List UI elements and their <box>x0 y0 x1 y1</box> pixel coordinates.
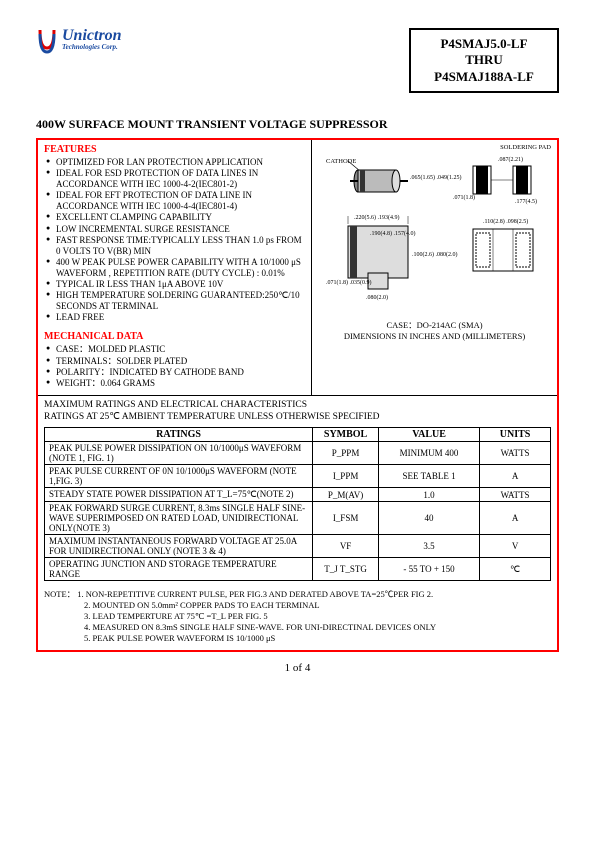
ratings-title-2: RATINGS AT 25℃ AMBIENT TEMPERATURE UNLES… <box>44 412 551 423</box>
ratings-title-1: MAXIMUM RATINGS AND ELECTRICAL CHARACTER… <box>44 400 551 411</box>
part-line-1: P4SMAJ5.0-LF <box>423 36 545 52</box>
feature-item: LEAD FREE <box>46 312 305 323</box>
logo-sub: Technologies Corp. <box>62 44 122 51</box>
feature-item: IDEAL FOR ESD PROTECTION OF DATA LINES I… <box>46 168 305 190</box>
ratings-table: RATINGS SYMBOL VALUE UNITS PEAK PULSE PO… <box>44 427 551 581</box>
col-symbol: SYMBOL <box>313 428 379 442</box>
feature-item: HIGH TEMPERATURE SOLDERING GUARANTEED:25… <box>46 290 305 312</box>
company-logo: Unictron Technologies Corp. <box>36 28 122 56</box>
features-panel: FEATURES OPTIMIZED FOR LAN PROTECTION AP… <box>38 140 312 396</box>
col-value: VALUE <box>378 428 479 442</box>
table-row: OPERATING JUNCTION AND STORAGE TEMPERATU… <box>45 558 551 581</box>
note-item: 1. NON-REPETITIVE CURRENT PULSE, PER FIG… <box>77 589 433 599</box>
case-label: CASE：DO-214AC (SMA) <box>318 319 551 331</box>
svg-text:.087(2.21): .087(2.21) <box>498 156 523 163</box>
ratings-section: MAXIMUM RATINGS AND ELECTRICAL CHARACTER… <box>38 395 557 587</box>
table-row: PEAK FORWARD SURGE CURRENT, 8.3ms SINGLE… <box>45 502 551 535</box>
mechanical-list: CASE：MOLDED PLASTIC TERMINALS：SOLDER PLA… <box>44 344 305 389</box>
feature-item: 400 W PEAK PULSE POWER CAPABILITY WITH A… <box>46 257 305 279</box>
diagram-panel: SOLDERING PAD CATHODE .065(1.65) .049(1.… <box>312 140 557 396</box>
package-diagram-icon: CATHODE .065(1.65) .049(1.25) .087(2.21) <box>318 151 548 311</box>
svg-text:.071(1.8): .071(1.8) <box>453 194 475 201</box>
feature-item: LOW INCREMENTAL SURGE RESISTANCE <box>46 224 305 235</box>
svg-text:.071(1.8) .035(0.9): .071(1.8) .035(0.9) <box>326 279 372 286</box>
dim-units-label: DIMENSIONS IN INCHES AND (MILLIMETERS) <box>318 331 551 341</box>
feature-item: OPTIMIZED FOR LAN PROTECTION APPLICATION <box>46 157 305 168</box>
soldering-pad-label: SOLDERING PAD <box>318 144 551 151</box>
feature-item: TYPICAL IR LESS THAN 1μA ABOVE 10V <box>46 279 305 290</box>
part-number-box: P4SMAJ5.0-LF THRU P4SMAJ188A-LF <box>409 28 559 93</box>
mech-item: POLARITY：INDICATED BY CATHODE BAND <box>46 367 305 378</box>
col-units: UNITS <box>480 428 551 442</box>
svg-text:.177(4.5): .177(4.5) <box>515 198 537 205</box>
part-line-2: THRU <box>423 52 545 68</box>
notes-label: NOTE： <box>44 589 75 599</box>
feature-item: EXCELLENT CLAMPING CAPABILITY <box>46 212 305 223</box>
logo-mark-icon <box>36 28 58 56</box>
svg-text:.080(2.0): .080(2.0) <box>366 294 388 301</box>
mech-item: WEIGHT：0.064 GRAMS <box>46 378 305 389</box>
logo-brand: Unictron <box>62 28 122 44</box>
notes-section: NOTE： 1. NON-REPETITIVE CURRENT PULSE, P… <box>38 587 557 650</box>
svg-text:.100(2.6) .080(2.0): .100(2.6) .080(2.0) <box>412 251 458 258</box>
note-item: 5. PEAK PULSE POWER WAVEFORM IS 10/1000 … <box>44 633 551 644</box>
note-item: 4. MEASURED ON 8.3mS SINGLE HALF SINE-WA… <box>44 622 551 633</box>
features-heading: FEATURES <box>44 144 305 155</box>
mech-item: TERMINALS：SOLDER PLATED <box>46 356 305 367</box>
page-title: 400W SURFACE MOUNT TRANSIENT VOLTAGE SUP… <box>36 117 559 132</box>
table-row: STEADY STATE POWER DISSIPATION AT T_L=75… <box>45 488 551 502</box>
mechanical-heading: MECHANICAL DATA <box>44 331 305 342</box>
svg-text:.065(1.65) .049(1.25): .065(1.65) .049(1.25) <box>410 174 462 181</box>
svg-text:.220(5.6) .193(4.9): .220(5.6) .193(4.9) <box>354 214 400 221</box>
svg-text:.110(2.8) .098(2.5): .110(2.8) .098(2.5) <box>483 218 528 225</box>
mech-item: CASE：MOLDED PLASTIC <box>46 344 305 355</box>
table-row: PEAK PULSE POWER DISSIPATION ON 10/1000μ… <box>45 442 551 465</box>
note-item: 3. LEAD TEMPERTURE AT 75℃ =T_L PER FIG. … <box>44 611 551 622</box>
part-line-3: P4SMAJ188A-LF <box>423 69 545 85</box>
table-row: PEAK PULSE CURRENT OF 0N 10/1000μS WAVEF… <box>45 465 551 488</box>
col-ratings: RATINGS <box>45 428 313 442</box>
features-list: OPTIMIZED FOR LAN PROTECTION APPLICATION… <box>44 157 305 323</box>
note-item: 2. MOUNTED ON 5.0mm² COPPER PADS TO EACH… <box>44 600 551 611</box>
feature-item: IDEAL FOR EFT PROTECTION OF DATA LINE IN… <box>46 190 305 212</box>
svg-text:.190(4.8) .157(4.0): .190(4.8) .157(4.0) <box>370 230 416 237</box>
page-number: 1 of 4 <box>36 662 559 674</box>
content-frame: FEATURES OPTIMIZED FOR LAN PROTECTION AP… <box>36 138 559 653</box>
table-row: MAXIMUM INSTANTANEOUS FORWARD VOLTAGE AT… <box>45 535 551 558</box>
feature-item: FAST RESPONSE TIME:TYPICALLY LESS THAN 1… <box>46 235 305 257</box>
